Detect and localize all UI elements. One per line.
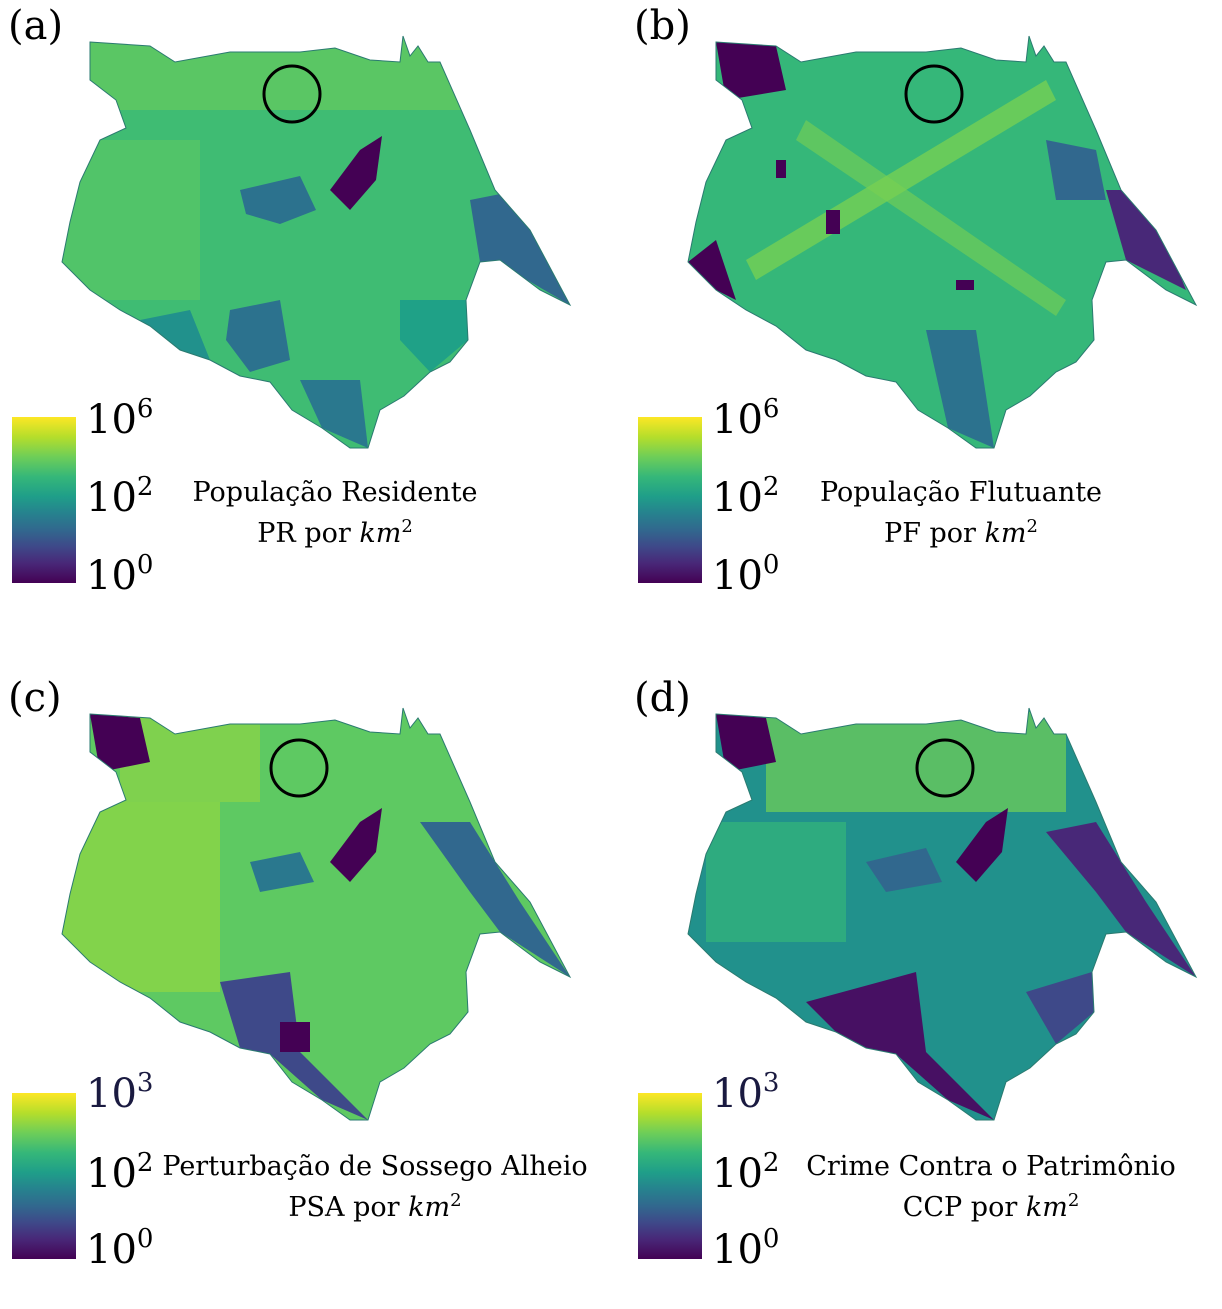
- map-caption: Crime Contra o Patrimônio CCP por km2: [791, 1150, 1191, 1225]
- colorbar-tick-mid: 102: [86, 1148, 154, 1197]
- caption-title: População Flutuante: [819, 477, 1103, 508]
- colorbar-tick-top: 103: [712, 1068, 780, 1117]
- colorbar-tick-mid: 102: [86, 472, 154, 521]
- caption-title: Crime Contra o Patrimônio: [806, 1151, 1176, 1182]
- colorbar-tick-top: 103: [86, 1068, 154, 1117]
- choropleth-map: [687, 707, 1198, 1121]
- choropleth-map: [61, 35, 572, 449]
- colorbar: [638, 1093, 702, 1259]
- choropleth-map: [687, 35, 1198, 449]
- highlight-circle: [269, 738, 329, 798]
- colorbar-tick-bottom: 100: [712, 550, 780, 599]
- highlight-circle: [904, 64, 964, 124]
- panel-c: (c) 103 102 100 Perturbação de Sossego A…: [0, 672, 611, 1309]
- caption-unit: PSA por km2: [288, 1190, 462, 1223]
- choropleth-map: [61, 707, 572, 1121]
- panel-label: (d): [634, 675, 691, 721]
- map-caption: População Residente PR por km2: [175, 476, 495, 551]
- caption-unit: PF por km2: [884, 516, 1038, 549]
- caption-title: Perturbação de Sossego Alheio: [162, 1151, 588, 1182]
- panel-label: (a): [8, 3, 64, 49]
- colorbar-tick-bottom: 100: [86, 1224, 154, 1273]
- colorbar-tick-bottom: 100: [86, 550, 154, 599]
- caption-title: População Residente: [192, 477, 478, 508]
- colorbar-tick-mid: 102: [712, 1148, 780, 1197]
- highlight-circle: [262, 64, 322, 124]
- panel-b: (b) 106 102 100 População Flutuante PF p…: [626, 0, 1222, 637]
- caption-unit: CCP por km2: [902, 1190, 1080, 1223]
- colorbar: [638, 417, 702, 583]
- colorbar: [12, 1093, 76, 1259]
- panel-label: (c): [8, 675, 62, 721]
- colorbar-tick-top: 106: [712, 394, 780, 443]
- panel-label: (b): [634, 3, 691, 49]
- panel-d: (d) 103 102 100 Crime Contra o Patrimôni…: [626, 672, 1222, 1309]
- highlight-circle: [915, 738, 975, 798]
- colorbar-tick-top: 106: [86, 394, 154, 443]
- colorbar-tick-mid: 102: [712, 472, 780, 521]
- panel-a: (a) 106 102 100 População Residente PR p…: [0, 0, 611, 637]
- colorbar: [12, 417, 76, 583]
- caption-unit: PR por km2: [257, 516, 413, 549]
- map-caption: Perturbação de Sossego Alheio PSA por km…: [150, 1150, 600, 1225]
- colorbar-tick-bottom: 100: [712, 1224, 780, 1273]
- map-caption: População Flutuante PF por km2: [801, 476, 1121, 551]
